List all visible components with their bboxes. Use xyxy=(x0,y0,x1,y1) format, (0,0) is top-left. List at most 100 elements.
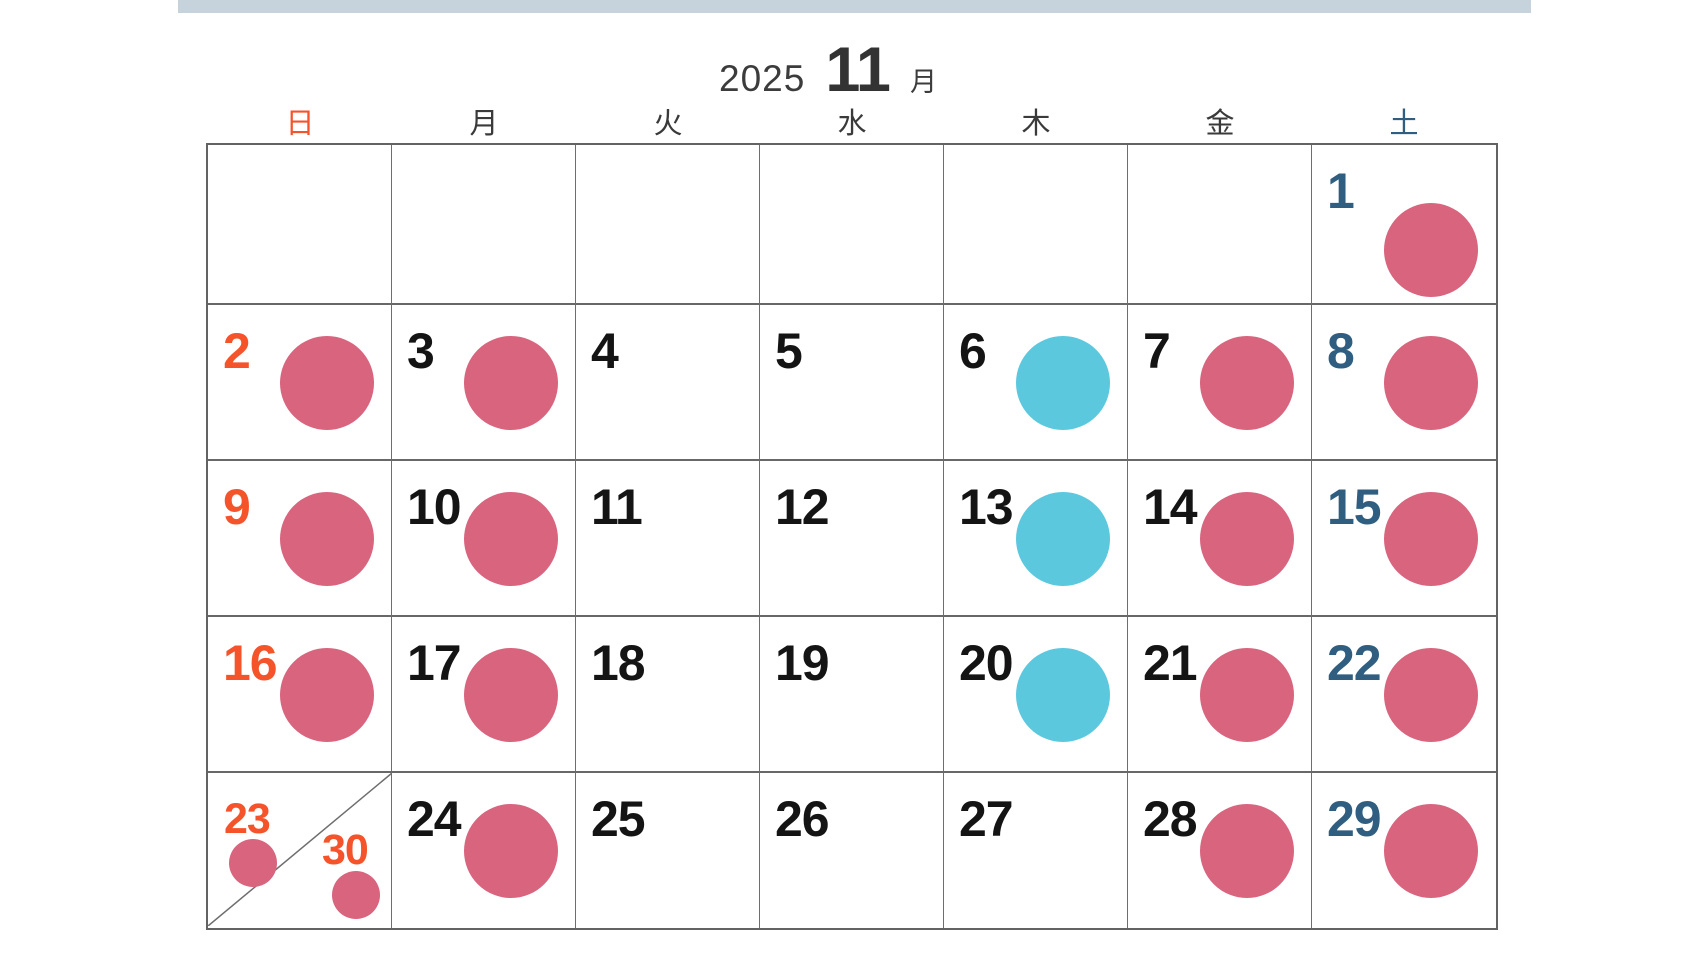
day-cell-28: 28 xyxy=(1128,773,1312,928)
day-marker-pink xyxy=(464,648,558,742)
weekday-header: 日月火水木金土 xyxy=(208,106,1496,142)
day-cell-24: 24 xyxy=(392,773,576,928)
day-cell-2: 2 xyxy=(208,305,392,461)
day-cell-13: 13 xyxy=(944,461,1128,617)
empty-cell xyxy=(1128,145,1312,305)
day-marker-pink xyxy=(1200,492,1294,586)
day-cell-29: 29 xyxy=(1312,773,1496,928)
day-number-27: 27 xyxy=(959,791,1014,847)
day-number-22: 22 xyxy=(1327,635,1382,691)
day-cell-18: 18 xyxy=(576,617,760,773)
day-marker-pink xyxy=(332,871,380,919)
day-marker-pink xyxy=(1384,648,1478,742)
day-number-8: 8 xyxy=(1327,323,1355,379)
day-number-10: 10 xyxy=(407,479,462,535)
weekday-label-monday: 月 xyxy=(469,108,499,140)
day-marker-cyan xyxy=(1016,492,1110,586)
day-cell-14: 14 xyxy=(1128,461,1312,617)
weekday-label-saturday: 土 xyxy=(1389,108,1419,140)
weekday-label-sunday: 日 xyxy=(285,108,315,140)
calendar-grid: 1 2 3 4 5 6 7 8 9 10 11 12 13 14 15 16 17 18 19 20 21 22 23 30 2… xyxy=(206,143,1498,930)
day-number-23: 23 xyxy=(224,795,271,843)
split-cell-diagonal xyxy=(208,773,392,926)
day-marker-pink xyxy=(1384,492,1478,586)
day-number-20: 20 xyxy=(959,635,1014,691)
empty-cell xyxy=(944,145,1128,305)
day-cell-7: 7 xyxy=(1128,305,1312,461)
day-number-7: 7 xyxy=(1143,323,1171,379)
day-marker-cyan xyxy=(1016,648,1110,742)
day-number-21: 21 xyxy=(1143,635,1198,691)
day-number-16: 16 xyxy=(223,635,278,691)
day-number-24: 24 xyxy=(407,791,462,847)
day-number-25: 25 xyxy=(591,791,646,847)
day-cell-26: 26 xyxy=(760,773,944,928)
empty-cell xyxy=(392,145,576,305)
empty-cell xyxy=(576,145,760,305)
weekday-label-thursday: 木 xyxy=(1021,108,1051,140)
day-number-17: 17 xyxy=(407,635,462,691)
weekday-label-tuesday: 火 xyxy=(653,108,683,140)
day-cell-20: 20 xyxy=(944,617,1128,773)
day-cell-9: 9 xyxy=(208,461,392,617)
day-number-29: 29 xyxy=(1327,791,1382,847)
day-marker-pink xyxy=(1200,336,1294,430)
day-cell-12: 12 xyxy=(760,461,944,617)
day-number-1: 1 xyxy=(1327,163,1355,219)
day-cell-23-30: 23 30 xyxy=(208,773,392,928)
empty-cell xyxy=(208,145,392,305)
calendar-title: 2025 11 月 xyxy=(206,34,1450,106)
day-cell-4: 4 xyxy=(576,305,760,461)
day-marker-pink xyxy=(464,492,558,586)
day-cell-8: 8 xyxy=(1312,305,1496,461)
day-marker-pink xyxy=(464,336,558,430)
weekday-label-wednesday: 水 xyxy=(837,108,867,140)
day-cell-16: 16 xyxy=(208,617,392,773)
day-cell-6: 6 xyxy=(944,305,1128,461)
top-scrollbar-band xyxy=(178,0,1531,13)
weekday-label-friday: 金 xyxy=(1205,108,1235,140)
day-cell-22: 22 xyxy=(1312,617,1496,773)
day-number-3: 3 xyxy=(407,323,435,379)
day-number-4: 4 xyxy=(591,323,619,379)
day-number-5: 5 xyxy=(775,323,803,379)
day-marker-pink xyxy=(1384,336,1478,430)
day-cell-25: 25 xyxy=(576,773,760,928)
day-cell-1: 1 xyxy=(1312,145,1496,305)
day-marker-pink xyxy=(1200,804,1294,898)
day-number-26: 26 xyxy=(775,791,830,847)
day-number-19: 19 xyxy=(775,635,830,691)
day-cell-10: 10 xyxy=(392,461,576,617)
day-marker-pink xyxy=(229,839,277,887)
day-cell-27: 27 xyxy=(944,773,1128,928)
day-marker-pink xyxy=(280,492,374,586)
day-marker-cyan xyxy=(1016,336,1110,430)
day-cell-15: 15 xyxy=(1312,461,1496,617)
day-number-2: 2 xyxy=(223,323,251,379)
day-marker-pink xyxy=(280,336,374,430)
day-marker-pink xyxy=(1200,648,1294,742)
day-cell-3: 3 xyxy=(392,305,576,461)
day-cell-5: 5 xyxy=(760,305,944,461)
day-number-9: 9 xyxy=(223,479,251,535)
day-number-13: 13 xyxy=(959,479,1014,535)
title-month: 11 xyxy=(825,35,891,105)
day-number-12: 12 xyxy=(775,479,830,535)
day-number-6: 6 xyxy=(959,323,987,379)
day-number-30: 30 xyxy=(322,826,369,874)
day-cell-21: 21 xyxy=(1128,617,1312,773)
day-cell-19: 19 xyxy=(760,617,944,773)
day-number-28: 28 xyxy=(1143,791,1198,847)
day-cell-11: 11 xyxy=(576,461,760,617)
day-marker-pink xyxy=(1384,804,1478,898)
day-marker-pink xyxy=(1384,203,1478,297)
day-number-15: 15 xyxy=(1327,479,1382,535)
title-month-suffix: 月 xyxy=(909,67,937,97)
day-cell-17: 17 xyxy=(392,617,576,773)
day-marker-pink xyxy=(464,804,558,898)
day-number-18: 18 xyxy=(591,635,646,691)
title-year: 2025 xyxy=(719,58,806,99)
day-number-11: 11 xyxy=(591,479,643,535)
day-number-14: 14 xyxy=(1143,479,1198,535)
empty-cell xyxy=(760,145,944,305)
